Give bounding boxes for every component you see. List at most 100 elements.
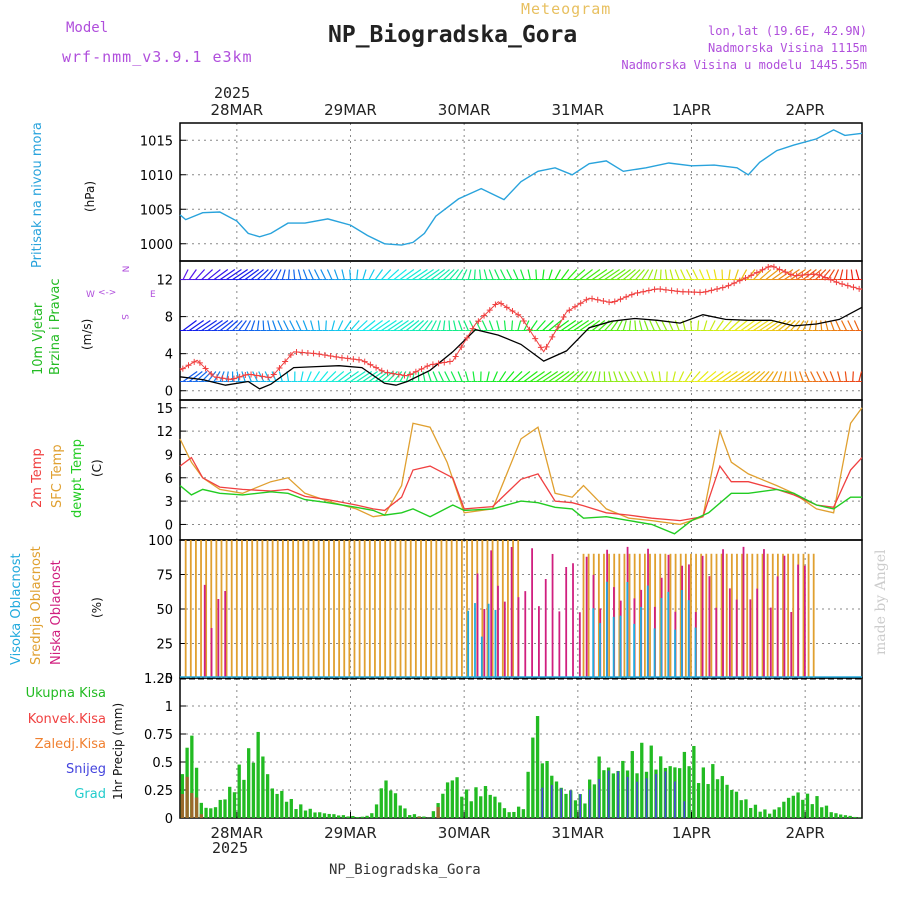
precip-total-bar: [820, 807, 824, 818]
wind-barb: [499, 269, 507, 280]
wind-barb: [182, 269, 189, 280]
y-tick-label: 1015: [140, 134, 173, 149]
dewpt-line: [179, 485, 862, 535]
x-tick-label-top: 30MAR: [438, 101, 491, 119]
precip-total-bar: [403, 808, 407, 818]
wind-barb: [464, 371, 469, 382]
wind-barb: [399, 269, 415, 281]
wind-barb: [448, 320, 451, 331]
wind-gust-marker: [719, 284, 726, 291]
wind-gust-marker: [679, 288, 686, 295]
wind-barb: [213, 320, 229, 331]
wind-barb: [585, 269, 601, 281]
wind-gust-marker: [225, 376, 232, 383]
wind-barb: [438, 371, 445, 382]
wind-barb: [219, 320, 234, 331]
precip-total-bar: [810, 804, 814, 818]
wind-gust-marker: [560, 313, 567, 320]
precip-total-bar: [602, 770, 606, 818]
wind-barb: [319, 371, 329, 382]
wind-gust-marker: [515, 311, 522, 318]
wind-gust-marker: [725, 282, 732, 289]
precip-total-bar: [280, 790, 284, 818]
wind-barb: [269, 269, 278, 280]
wind-gust-marker: [571, 303, 578, 310]
y-tick-label: 9: [165, 448, 173, 463]
wind-barb: [653, 269, 658, 280]
precip-total-bar: [422, 816, 426, 818]
precip-conv-bar: [185, 776, 189, 818]
wind-barb: [728, 370, 745, 382]
precip-total-bar: [791, 795, 795, 818]
wind-gust-marker: [316, 351, 323, 358]
wind-gust-marker: [668, 287, 675, 294]
precip-total-bar: [730, 789, 734, 818]
wind-barb: [461, 269, 468, 280]
precip-total-bar: [659, 756, 663, 818]
wind-barb: [734, 370, 750, 382]
precip-total-bar: [706, 784, 710, 818]
y-tick-label: 1000: [140, 238, 173, 253]
wind-barb: [252, 371, 259, 382]
wind-gust-marker: [338, 354, 345, 361]
wind-barb: [207, 269, 221, 281]
wind-barb: [591, 269, 608, 281]
wind-barb: [610, 320, 619, 331]
wind-barb: [573, 371, 584, 382]
precip-total-bar: [753, 804, 758, 818]
wind-barb: [740, 269, 748, 280]
precip-total-bar: [839, 814, 843, 818]
wind-barb: [548, 320, 562, 331]
precip-snow-bar: [550, 784, 553, 818]
wind-gust-marker: [344, 355, 351, 362]
wind-barb: [789, 371, 792, 382]
wind-barb: [498, 371, 507, 382]
model-name: wrf-nmm_v3.9.1 e3km: [62, 48, 253, 66]
precip-conv-bar: [194, 797, 199, 818]
wind-barb: [325, 320, 327, 331]
wind-barb: [432, 371, 438, 382]
wind-barb: [771, 371, 779, 382]
wind-barb: [629, 269, 641, 280]
wind-gust-marker: [822, 274, 829, 281]
precip-total-bar: [389, 790, 393, 818]
wind-barb: [286, 371, 290, 382]
wind-gust-marker: [446, 358, 453, 365]
precip-total-bar: [199, 802, 203, 818]
precip-total-bar: [351, 815, 355, 818]
wind-barb: [503, 320, 507, 331]
precip-total-bar: [758, 811, 762, 818]
precip-snow-bar: [655, 774, 657, 818]
wind-barb: [573, 269, 586, 280]
legend-conv-rain: Konvek.Kisa: [27, 712, 106, 727]
wind-barb: [722, 370, 738, 382]
wind-barb: [405, 320, 420, 331]
wind-barb: [829, 371, 835, 382]
wind-barb: [381, 269, 392, 280]
wind-barb: [759, 269, 772, 280]
precip-total-bar: [190, 735, 194, 818]
y-tick-label: 4: [165, 348, 173, 363]
wind-barb: [847, 320, 854, 331]
wind-barb: [765, 269, 780, 281]
wind-barb: [753, 320, 769, 331]
wind-gust-marker: [657, 286, 664, 293]
wind-barb: [740, 320, 756, 331]
wind-gust-marker: [799, 272, 806, 279]
wind-barb: [698, 269, 705, 280]
precip-total-bar: [535, 716, 540, 818]
wind-barb: [444, 371, 451, 382]
wind-barb: [548, 269, 553, 280]
wind-barb: [182, 320, 197, 331]
wind-gust-marker: [265, 374, 272, 381]
precip-total-bar: [763, 809, 767, 818]
wind-barb: [368, 370, 384, 382]
precip-total-bar: [777, 807, 781, 818]
precip-snow-bar: [683, 801, 686, 818]
wind-barb: [250, 269, 265, 281]
wind-gust-marker: [475, 318, 482, 325]
wind-barb: [655, 320, 662, 331]
wind-gust-marker: [850, 284, 857, 291]
wind-barb: [195, 320, 211, 331]
wind-barb: [672, 371, 676, 382]
